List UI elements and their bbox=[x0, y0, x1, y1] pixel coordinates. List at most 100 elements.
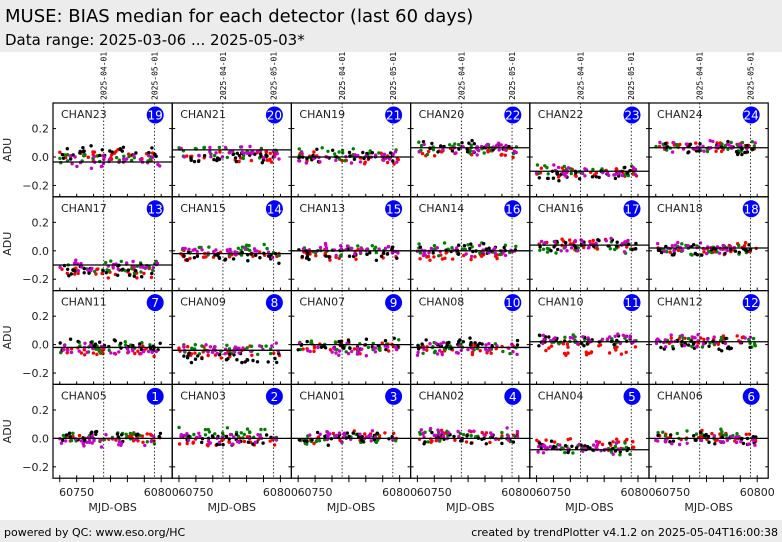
data-point bbox=[734, 440, 739, 445]
data-point bbox=[198, 434, 202, 438]
data-point bbox=[78, 149, 82, 154]
data-point bbox=[574, 174, 578, 178]
data-point bbox=[325, 434, 330, 438]
data-point bbox=[269, 351, 273, 356]
channel-number: 22 bbox=[505, 109, 520, 123]
data-point bbox=[67, 274, 71, 278]
data-point bbox=[543, 241, 547, 245]
data-point bbox=[324, 254, 328, 258]
data-point bbox=[323, 251, 327, 256]
data-point bbox=[563, 450, 567, 455]
data-point bbox=[471, 149, 476, 154]
data-point bbox=[562, 164, 567, 169]
data-point bbox=[186, 250, 191, 254]
data-point bbox=[127, 273, 132, 277]
channel-number-badge bbox=[504, 387, 522, 405]
data-point bbox=[324, 243, 328, 247]
data-point bbox=[58, 341, 62, 345]
data-point bbox=[676, 248, 681, 253]
data-point bbox=[487, 342, 491, 346]
data-point bbox=[318, 432, 322, 436]
data-point bbox=[726, 139, 730, 144]
data-point bbox=[262, 242, 266, 247]
data-point bbox=[712, 434, 717, 438]
data-point bbox=[395, 347, 399, 352]
data-point bbox=[65, 271, 70, 275]
data-point bbox=[623, 441, 627, 445]
data-point bbox=[250, 353, 254, 357]
data-point bbox=[473, 435, 478, 439]
data-point bbox=[663, 434, 668, 438]
data-point bbox=[485, 142, 490, 147]
data-point bbox=[301, 347, 305, 351]
data-point bbox=[584, 350, 588, 354]
data-point bbox=[429, 246, 434, 251]
data-point bbox=[66, 348, 70, 352]
channel-number: 6 bbox=[747, 390, 755, 404]
data-point bbox=[124, 432, 128, 436]
data-point bbox=[583, 444, 587, 448]
x-tick-label: 60800 bbox=[740, 486, 775, 499]
data-point bbox=[745, 143, 749, 148]
channel-label: CHAN11 bbox=[61, 296, 107, 309]
data-point bbox=[537, 344, 541, 348]
data-point bbox=[503, 253, 508, 258]
data-point bbox=[228, 352, 232, 356]
data-point bbox=[69, 438, 74, 443]
data-point bbox=[83, 152, 87, 157]
data-point bbox=[355, 346, 360, 350]
data-point bbox=[545, 165, 549, 170]
data-point bbox=[78, 344, 82, 348]
data-point bbox=[613, 176, 618, 181]
data-point bbox=[314, 439, 318, 444]
data-point bbox=[258, 152, 263, 156]
data-point bbox=[366, 345, 371, 350]
data-point bbox=[245, 427, 250, 431]
data-point bbox=[89, 144, 93, 148]
y-tick-label: 0.2 bbox=[32, 123, 50, 136]
data-point bbox=[367, 433, 371, 438]
data-point bbox=[553, 440, 557, 444]
channel-label: CHAN09 bbox=[180, 296, 226, 309]
data-point bbox=[551, 176, 556, 180]
data-point bbox=[62, 348, 66, 352]
data-point bbox=[473, 344, 477, 348]
data-point bbox=[334, 253, 338, 258]
data-point bbox=[214, 151, 218, 155]
data-point bbox=[217, 145, 222, 150]
data-point bbox=[620, 173, 625, 178]
data-point bbox=[456, 252, 461, 256]
data-point bbox=[597, 175, 601, 180]
data-point bbox=[89, 340, 93, 345]
data-point bbox=[416, 350, 420, 355]
data-point bbox=[670, 244, 674, 248]
data-point bbox=[305, 339, 309, 344]
date-marker-label: 2025-05-01 bbox=[627, 52, 636, 100]
data-point bbox=[69, 272, 74, 276]
data-point bbox=[722, 244, 726, 248]
data-point bbox=[485, 349, 489, 353]
data-point bbox=[658, 140, 662, 145]
data-point bbox=[673, 243, 678, 247]
data-point bbox=[566, 351, 570, 355]
data-point bbox=[323, 434, 327, 439]
data-point bbox=[694, 141, 698, 145]
data-point bbox=[482, 242, 486, 246]
data-point bbox=[708, 139, 712, 143]
data-point bbox=[714, 149, 718, 153]
data-point bbox=[177, 425, 181, 430]
data-point bbox=[148, 432, 152, 436]
data-point bbox=[79, 439, 84, 443]
data-point bbox=[236, 246, 240, 250]
data-point bbox=[193, 343, 197, 347]
data-point bbox=[117, 439, 122, 444]
date-marker-label: 2025-04-01 bbox=[696, 52, 705, 100]
data-point bbox=[335, 347, 339, 352]
data-point bbox=[743, 241, 748, 245]
data-point bbox=[102, 155, 107, 159]
data-point bbox=[62, 343, 67, 348]
data-point bbox=[68, 337, 73, 341]
data-point bbox=[219, 356, 223, 360]
data-point bbox=[711, 139, 715, 144]
data-point bbox=[225, 426, 230, 430]
